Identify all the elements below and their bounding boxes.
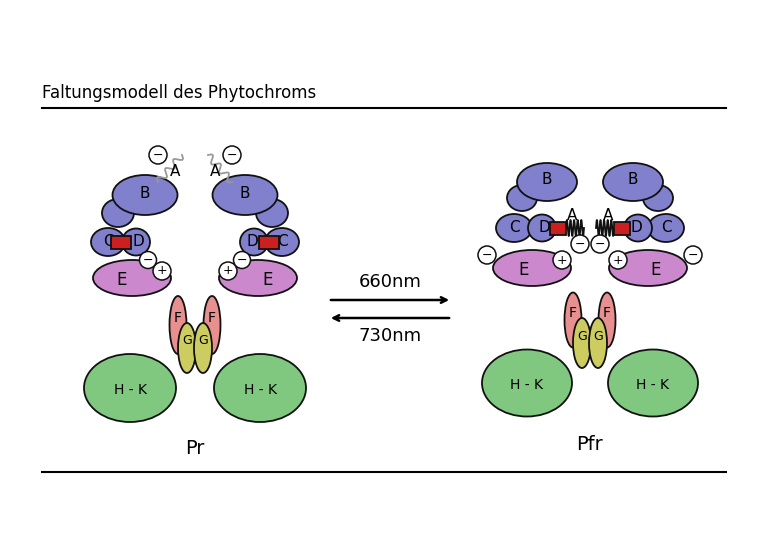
Text: −: − [574, 237, 585, 250]
Text: H - K: H - K [511, 378, 544, 392]
Ellipse shape [564, 293, 581, 348]
Text: +: + [613, 254, 624, 267]
Circle shape [571, 235, 589, 253]
Text: −: − [227, 148, 237, 161]
Text: A: A [170, 165, 180, 180]
Ellipse shape [93, 260, 171, 296]
Text: F: F [208, 311, 216, 325]
Circle shape [140, 251, 157, 268]
Circle shape [609, 251, 627, 269]
Ellipse shape [91, 228, 125, 256]
Ellipse shape [482, 350, 572, 416]
Text: 660nm: 660nm [359, 273, 422, 291]
Text: −: − [143, 254, 154, 267]
Ellipse shape [603, 163, 663, 201]
Text: C: C [660, 220, 671, 236]
Text: H - K: H - K [114, 383, 147, 397]
Text: −: − [237, 254, 247, 267]
Text: G: G [577, 331, 587, 344]
Text: −: − [594, 237, 605, 250]
Ellipse shape [573, 318, 591, 368]
Text: −: − [688, 249, 698, 262]
Ellipse shape [609, 250, 687, 286]
Ellipse shape [517, 163, 577, 201]
Ellipse shape [194, 323, 212, 373]
Text: F: F [174, 311, 182, 325]
Ellipse shape [507, 185, 537, 211]
Ellipse shape [608, 350, 698, 416]
Text: −: − [153, 148, 164, 161]
Bar [259, 236, 279, 249]
Circle shape [591, 235, 609, 253]
Ellipse shape [493, 250, 571, 286]
Bar [111, 236, 131, 249]
Ellipse shape [112, 175, 177, 215]
Ellipse shape [219, 260, 297, 296]
Text: Pr: Pr [185, 439, 205, 458]
Text: D: D [246, 235, 258, 249]
Text: H - K: H - K [637, 378, 670, 392]
Text: B: B [240, 186, 250, 200]
Ellipse shape [204, 296, 220, 354]
Text: Pfr: Pfr [577, 435, 604, 454]
Ellipse shape [84, 354, 176, 422]
Text: E: E [650, 261, 661, 279]
Text: +: + [223, 264, 233, 277]
Circle shape [684, 246, 702, 264]
Text: C: C [103, 235, 114, 249]
Text: D: D [132, 235, 144, 249]
Ellipse shape [643, 185, 673, 211]
Ellipse shape [648, 214, 684, 242]
Ellipse shape [214, 354, 306, 422]
Circle shape [153, 262, 171, 280]
Text: D: D [630, 220, 642, 236]
Ellipse shape [528, 214, 556, 242]
Text: F: F [569, 306, 577, 320]
Text: F: F [603, 306, 611, 320]
Ellipse shape [265, 228, 299, 256]
Circle shape [223, 146, 241, 164]
Ellipse shape [624, 214, 652, 242]
Text: 730nm: 730nm [359, 327, 422, 345]
Ellipse shape [240, 229, 268, 256]
Ellipse shape [178, 323, 196, 373]
Ellipse shape [102, 199, 134, 227]
Text: E: E [117, 271, 127, 289]
Text: B: B [140, 186, 151, 200]
Circle shape [233, 251, 250, 268]
Text: Faltungsmodell des Phytochroms: Faltungsmodell des Phytochroms [42, 84, 316, 102]
Text: A: A [210, 165, 220, 180]
Ellipse shape [598, 293, 615, 348]
Text: C: C [508, 220, 519, 236]
Circle shape [478, 246, 496, 264]
Text: +: + [557, 254, 568, 267]
Circle shape [553, 251, 571, 269]
Ellipse shape [122, 229, 150, 256]
Text: G: G [182, 334, 192, 348]
Ellipse shape [170, 296, 187, 354]
Ellipse shape [213, 175, 277, 215]
Text: −: − [482, 249, 492, 262]
Text: C: C [276, 235, 287, 249]
Text: B: B [627, 173, 638, 187]
Ellipse shape [496, 214, 532, 242]
Text: D: D [538, 220, 550, 236]
Text: E: E [519, 261, 529, 279]
Text: A: A [603, 209, 613, 224]
Text: G: G [198, 334, 208, 348]
Text: +: + [157, 264, 167, 277]
Ellipse shape [589, 318, 607, 368]
Text: G: G [593, 331, 603, 344]
Bar [550, 222, 566, 235]
Text: E: E [263, 271, 273, 289]
Ellipse shape [256, 199, 288, 227]
Bar [614, 222, 630, 235]
Text: H - K: H - K [243, 383, 276, 397]
Circle shape [219, 262, 237, 280]
Text: B: B [541, 173, 552, 187]
Circle shape [149, 146, 167, 164]
Text: A: A [567, 209, 578, 224]
